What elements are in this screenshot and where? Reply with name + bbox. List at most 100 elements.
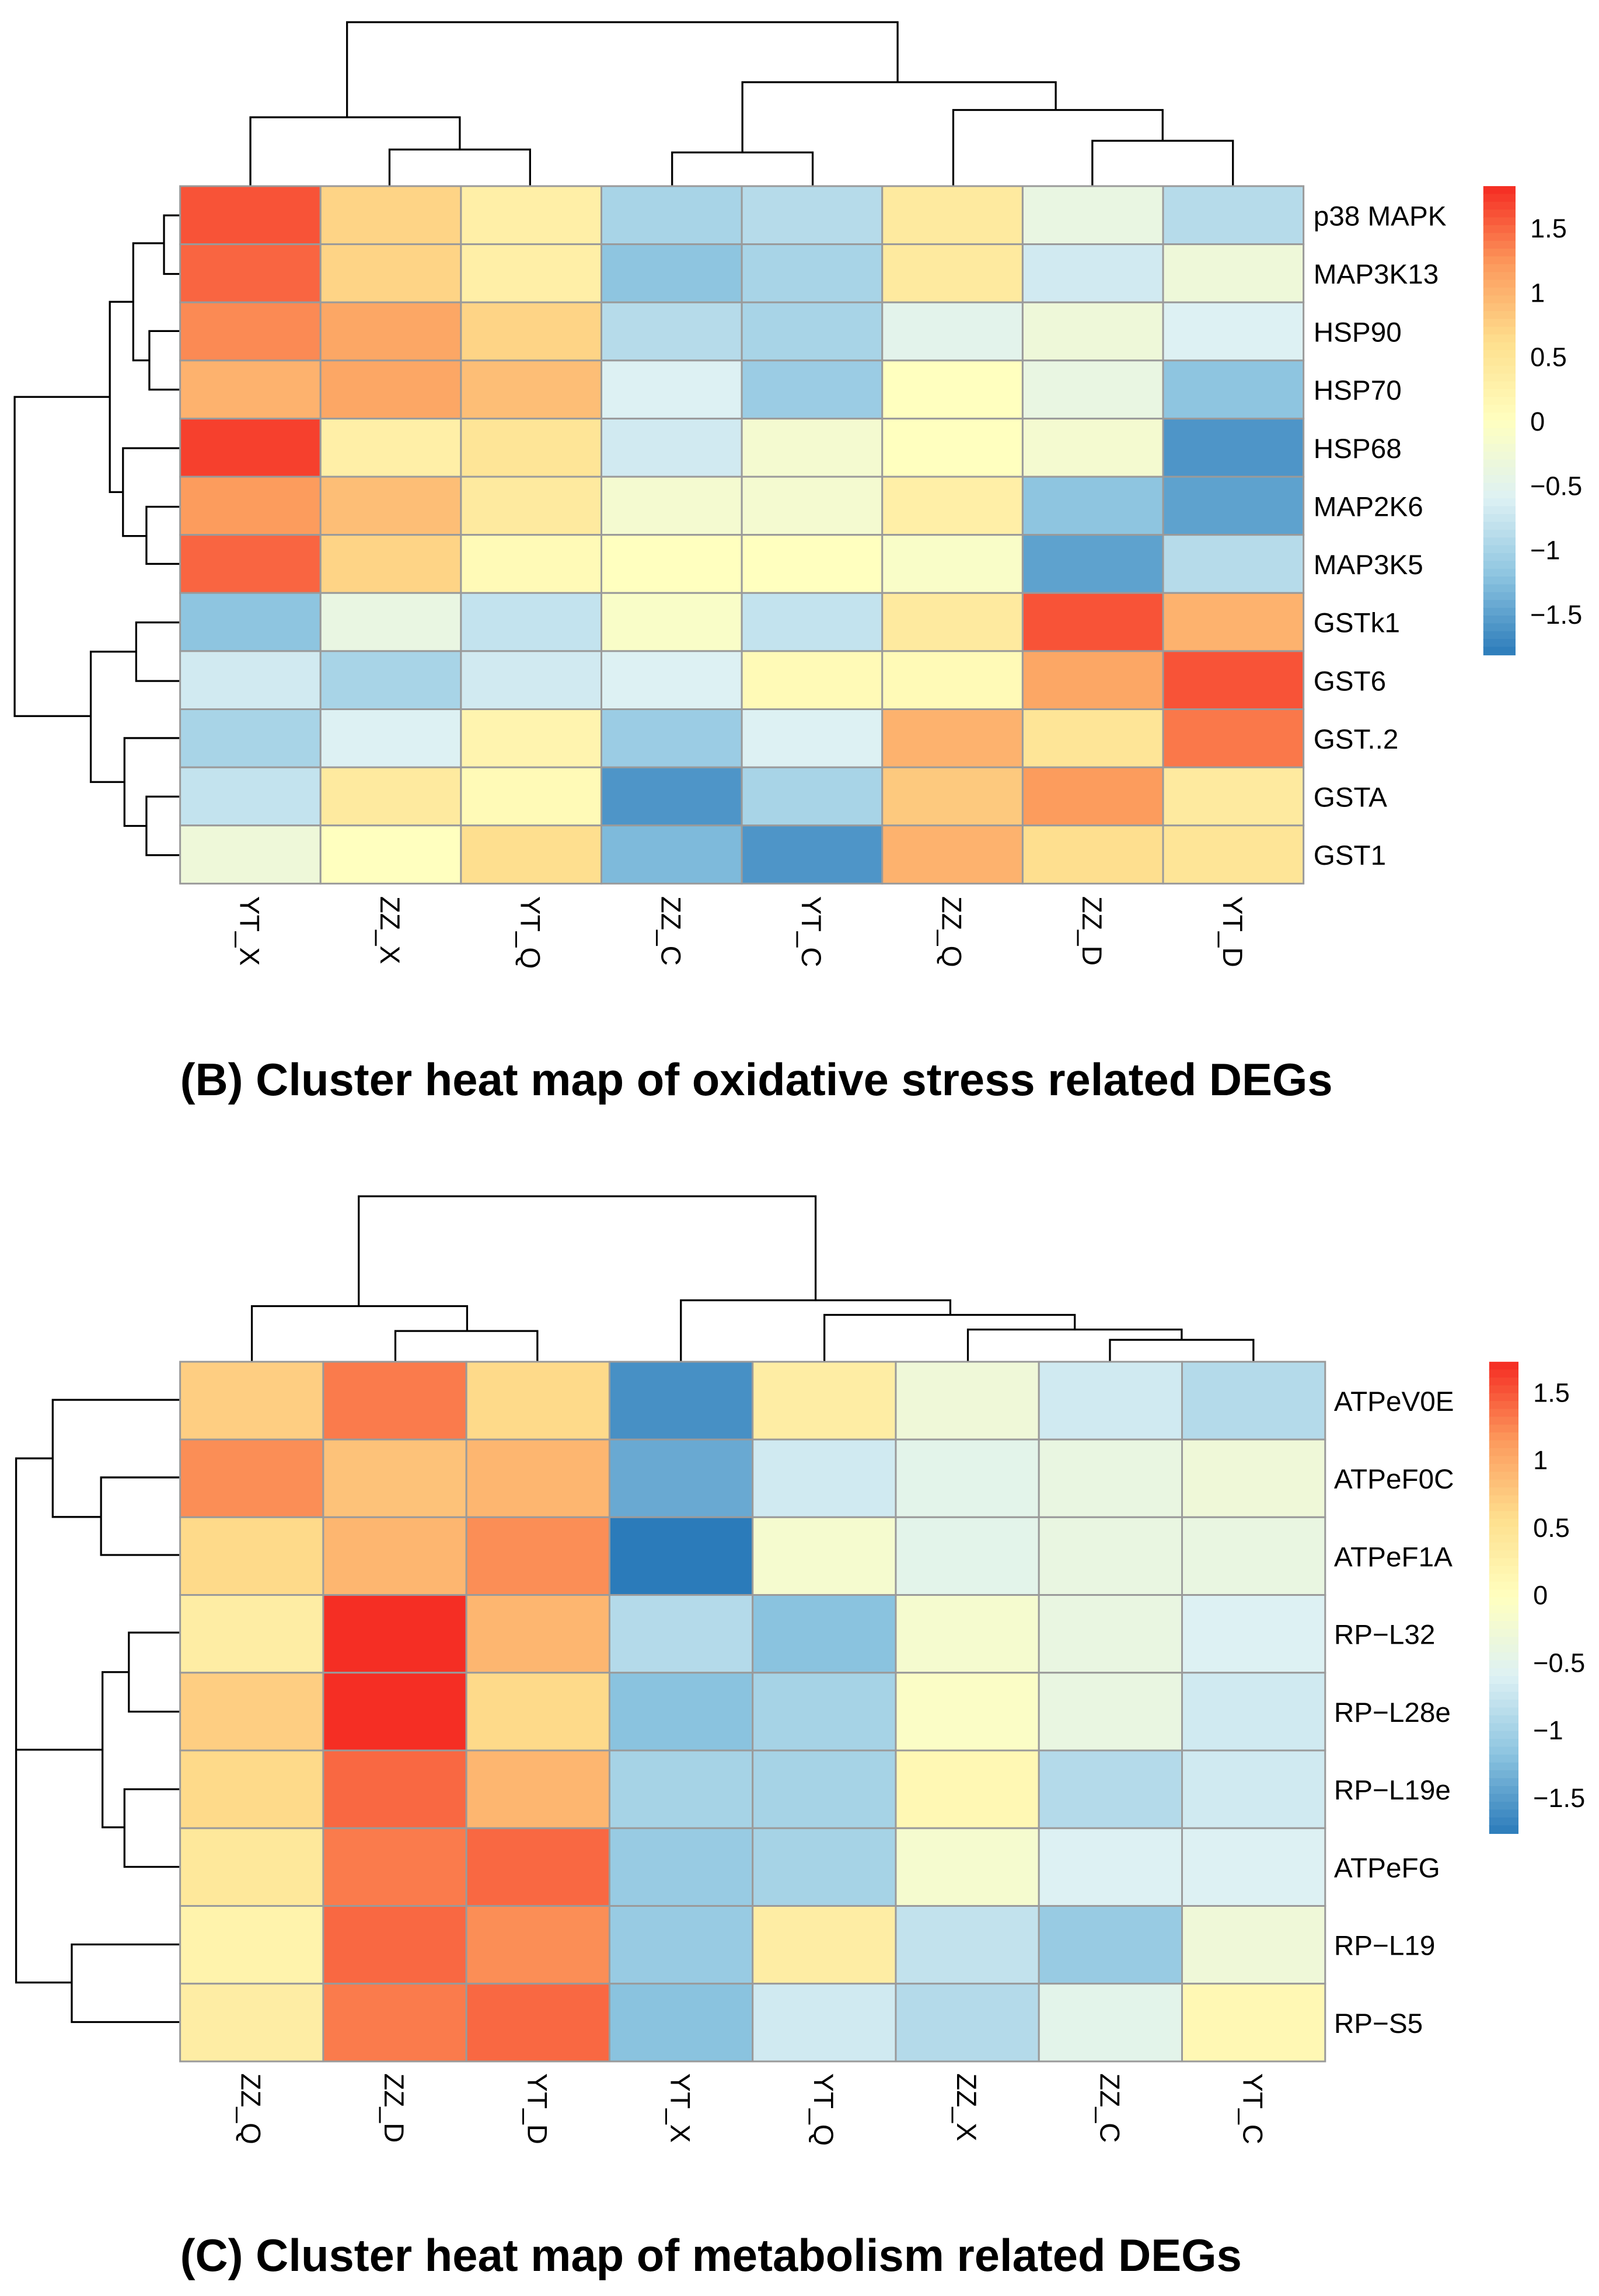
heatmap-cell <box>319 243 462 303</box>
heatmap-cell <box>895 1438 1040 1518</box>
legend-color-step <box>1483 240 1516 250</box>
heatmap-cell <box>881 243 1024 303</box>
heatmap-cell <box>752 1438 897 1518</box>
heatmap-cell <box>1162 359 1305 420</box>
legend-color-step <box>1483 279 1516 289</box>
heatmap-cell <box>1162 534 1305 594</box>
heatmap-cell <box>601 766 743 827</box>
heatmap-cell <box>881 766 1024 827</box>
heatmap-cell <box>460 650 603 711</box>
heatmap-cell <box>1162 243 1305 303</box>
heatmap-cell <box>322 1904 467 1985</box>
legend-color-step <box>1483 201 1516 211</box>
heatmap-cell <box>1181 1594 1326 1674</box>
legend-tick-label: 1.5 <box>1533 1378 1570 1407</box>
heatmap-cell <box>179 1672 324 1752</box>
heatmap-cell <box>601 301 743 362</box>
legend-color-step <box>1483 639 1516 648</box>
row-label: GSTA <box>1314 782 1387 813</box>
legend-color-step <box>1483 358 1516 367</box>
row-label: HSP70 <box>1314 375 1402 406</box>
heatmap-cell <box>1181 1827 1326 1907</box>
legend-color-step <box>1483 420 1516 429</box>
legend-color-step <box>1489 1668 1518 1677</box>
heatmap-cell <box>601 476 743 536</box>
heatmap-cell <box>608 1672 754 1752</box>
legend-color-step <box>1483 319 1516 328</box>
legend-color-step <box>1483 607 1516 617</box>
legend-color-step <box>1483 249 1516 257</box>
legend-color-step <box>1489 1409 1518 1418</box>
legend-color-step <box>1489 1448 1518 1457</box>
legend-color-step <box>1489 1542 1518 1551</box>
legend-color-step <box>1483 397 1516 406</box>
heatmap-cell <box>1181 1516 1326 1596</box>
row-label: GST1 <box>1314 840 1386 871</box>
column-label: ZZ_D <box>378 2073 409 2143</box>
heatmap-cell <box>1038 1749 1183 1829</box>
heatmap-cell <box>460 534 603 594</box>
heatmap-cell <box>741 592 884 652</box>
heatmap-b: p38 MAPK MAP3K13 HSP90 HSP70 HSP68 MAP2K6 MAP3… <box>179 185 1447 969</box>
heatmap-cell <box>881 534 1024 594</box>
legend-color-step <box>1483 436 1516 445</box>
row-label: MAP3K13 <box>1314 259 1439 290</box>
legend-color-step <box>1489 1597 1518 1606</box>
heatmap-cell <box>741 650 884 711</box>
heatmap-cell <box>881 592 1024 652</box>
heatmap-cell <box>895 1361 1040 1441</box>
heatmap-cell <box>1021 534 1164 594</box>
heatmap-cell <box>1021 650 1164 711</box>
heatmap-cell <box>1162 824 1305 885</box>
legend-color-step <box>1489 1519 1518 1528</box>
legend-color-step <box>1489 1770 1518 1779</box>
heatmap-cell <box>895 1983 1040 2063</box>
heatmap-cell <box>1181 1672 1326 1752</box>
column-label: YT_Q <box>808 2073 839 2145</box>
heatmap-cell <box>608 1516 754 1596</box>
heatmap-cell <box>1181 1904 1326 1985</box>
heatmap-cell <box>608 1438 754 1518</box>
heatmap-cell <box>608 1983 754 2063</box>
heatmap-cell <box>460 708 603 768</box>
heatmap-c: ATPeV0E ATPeF0C ATPeF1A RP−L32 RP−L28e RP−L19… <box>179 1361 1454 2146</box>
heatmap-cell <box>1021 592 1164 652</box>
legend-color-step <box>1489 1369 1518 1379</box>
heatmap-cell <box>322 1361 467 1441</box>
legend-color-step <box>1489 1472 1518 1481</box>
legend-color-step <box>1483 256 1516 265</box>
legend-color-step <box>1483 233 1516 242</box>
column-label: ZZ_Q <box>936 896 967 967</box>
heatmap-cell <box>179 1749 324 1829</box>
heatmap-cell <box>601 417 743 478</box>
legend-color-step <box>1489 1676 1518 1685</box>
legend-tick-label: 0 <box>1533 1581 1548 1610</box>
heatmap-cell <box>741 185 884 246</box>
legend-tick-label: −0.5 <box>1533 1648 1585 1678</box>
heatmap-cell <box>1181 1983 1326 2063</box>
heatmap-cell <box>179 708 322 768</box>
heatmap-cell <box>179 1516 324 1596</box>
legend-color-step <box>1489 1487 1518 1497</box>
title-b: (B) Cluster heat map of oxidative stress… <box>180 1055 1333 1105</box>
legend-color-step <box>1483 311 1516 320</box>
heatmap-cell <box>460 417 603 478</box>
heatmap-cell <box>1021 824 1164 885</box>
legend-color-step <box>1483 186 1516 195</box>
heatmap-cell <box>460 185 603 246</box>
heatmap-cell <box>460 824 603 885</box>
column-label: ZZ_C <box>1094 2073 1125 2143</box>
heatmap-cell <box>322 1516 467 1596</box>
legend-color-step <box>1489 1417 1518 1425</box>
legend-color-step <box>1489 1526 1518 1536</box>
heatmap-cell <box>1181 1361 1326 1441</box>
heatmap-cell <box>179 359 322 420</box>
heatmap-cell <box>1038 1827 1183 1907</box>
legend-color-step <box>1483 334 1516 343</box>
column-label: YT_D <box>1217 896 1248 967</box>
heatmap-cell <box>460 766 603 827</box>
legend-tick-label: −1 <box>1530 536 1560 565</box>
legend-color-step <box>1489 1401 1518 1410</box>
heatmap-cell <box>465 1438 610 1518</box>
